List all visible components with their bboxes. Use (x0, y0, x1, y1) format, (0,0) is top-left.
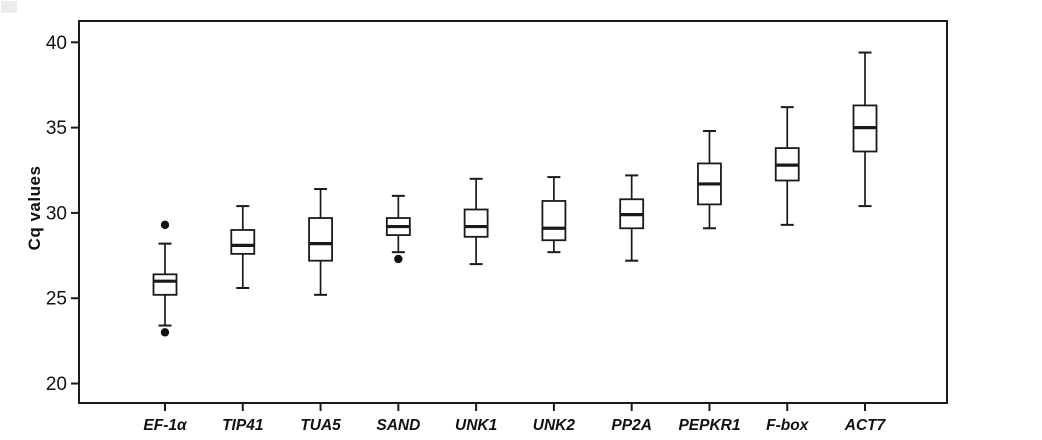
y-axis-tick-label: 40 (46, 33, 67, 54)
box-EF-1 (152, 220, 178, 337)
y-axis-tick-label: 25 (46, 289, 67, 310)
outlier-point (394, 254, 403, 264)
iqr-box (152, 273, 178, 296)
plot-frame (78, 20, 948, 404)
x-axis-tick-label-UNK2: UNK2 (533, 417, 576, 434)
box-PEPKR1 (697, 130, 722, 230)
scan-artifact (1, 1, 17, 13)
x-axis-tick-label-EF-1: EF-1α (143, 417, 188, 434)
outlier-point (160, 220, 170, 230)
x-axis-tick-label-TIP41: TIP41 (222, 417, 263, 434)
outlier-point (160, 328, 170, 337)
box-UNK2 (541, 176, 567, 254)
y-axis-tick-label: 20 (46, 374, 67, 395)
y-axis-tick-label: 30 (46, 203, 67, 224)
iqr-box (541, 200, 567, 242)
box-TUA5 (308, 188, 333, 296)
box-PP2A (619, 174, 645, 262)
x-axis-tick-label-UNK1: UNK1 (455, 417, 497, 434)
box-SAND (385, 194, 411, 264)
box-ACT7 (852, 51, 878, 208)
x-axis-tick-label-ACT7: ACT7 (844, 417, 887, 434)
box-F-box (774, 106, 800, 226)
x-axis-tick-label-TUA5: TUA5 (300, 417, 341, 434)
box-TIP41 (230, 205, 256, 289)
x-axis-tick-label-F-box: F-box (766, 417, 810, 434)
y-axis-tick-label: 35 (46, 118, 67, 139)
x-axis-tick-label-PEPKR1: PEPKR1 (678, 417, 740, 434)
iqr-box (463, 208, 489, 238)
x-axis-tick-label-SAND: SAND (376, 417, 420, 434)
box-UNK1 (463, 177, 489, 266)
x-axis-tick-label-PP2A: PP2A (611, 417, 652, 434)
iqr-box (230, 229, 256, 255)
iqr-box (308, 217, 333, 262)
